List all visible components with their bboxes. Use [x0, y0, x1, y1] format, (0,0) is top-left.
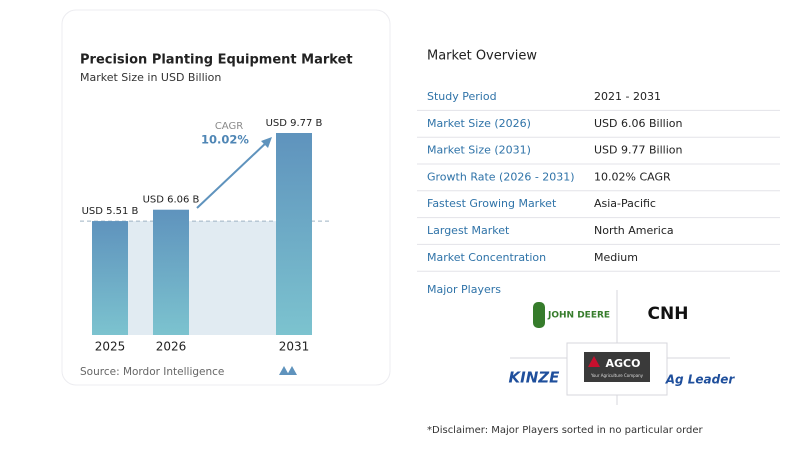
overview-value: Asia-Pacific	[594, 197, 656, 210]
overview-label: Fastest Growing Market	[427, 197, 557, 210]
logo-kinze: KINZE	[509, 369, 561, 387]
overview-value: USD 6.06 Billion	[594, 117, 682, 130]
value-label: USD 6.06 B	[143, 195, 200, 206]
overview-label: Market Size (2031)	[427, 144, 531, 157]
agco-icon	[588, 356, 600, 367]
agco-tagline: Your Agriculture Company	[590, 373, 644, 378]
reference-band	[92, 221, 312, 335]
chart-title: Precision Planting Equipment Market	[80, 53, 353, 68]
overview-value: USD 9.77 Billion	[594, 144, 682, 157]
x-tick-label: 2031	[279, 340, 310, 354]
logo-agco: AGCO	[606, 357, 641, 370]
source: Source: Mordor Intelligence	[80, 366, 224, 378]
overview-label: Market Concentration	[427, 251, 546, 264]
bar	[153, 209, 189, 335]
value-label: USD 9.77 B	[266, 118, 323, 129]
logo-cnh: CNH	[648, 304, 689, 324]
overview-value: Medium	[594, 251, 638, 264]
overview-title: Market Overview	[427, 49, 537, 64]
overview-value: North America	[594, 224, 674, 237]
value-label: USD 5.51 B	[82, 206, 139, 217]
cagr-arrowhead	[261, 137, 272, 148]
x-tick-label: 2025	[95, 340, 126, 354]
cagr-arrow	[196, 140, 269, 209]
overview-label: Largest Market	[427, 224, 510, 237]
bar	[92, 221, 128, 335]
cagr-value: 10.02%	[201, 133, 249, 147]
disclaimer: *Disclaimer: Major Players sorted in no …	[427, 425, 704, 436]
overview-label: Study Period	[427, 90, 497, 103]
overview-label: Growth Rate (2026 - 2031)	[427, 170, 575, 183]
x-tick-label: 2026	[156, 340, 187, 354]
overview-value: 2021 - 2031	[594, 90, 661, 103]
players-title: Major Players	[427, 283, 501, 296]
deere-icon	[533, 302, 545, 328]
chart-subtitle: Market Size in USD Billion	[80, 71, 221, 84]
brand-icon	[279, 366, 297, 375]
logo-john-deere: JOHN DEERE	[547, 311, 610, 321]
cagr-label: CAGR	[215, 121, 243, 132]
bar	[276, 133, 312, 335]
logo-ag-leader: Ag Leader	[665, 373, 736, 387]
overview-label: Market Size (2026)	[427, 117, 531, 130]
overview-value: 10.02% CAGR	[594, 170, 671, 183]
